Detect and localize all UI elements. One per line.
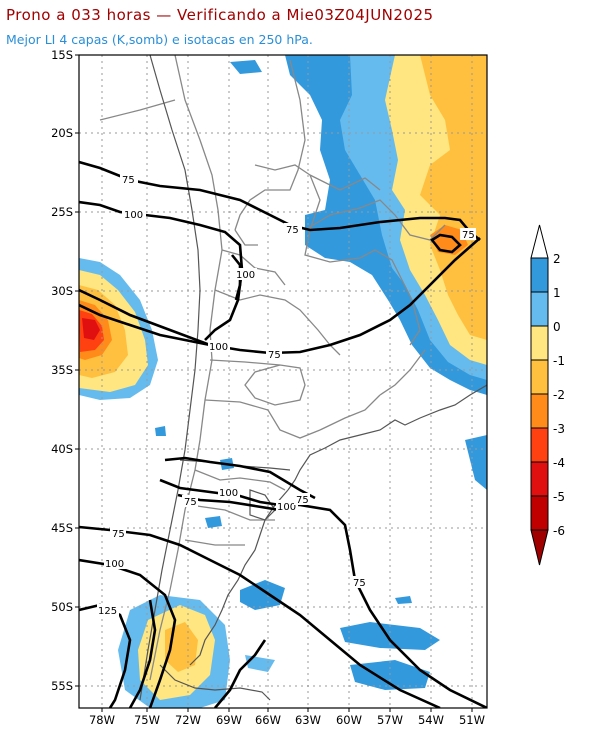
contour-label: 100 [105,559,124,570]
contour-label: 75 [462,230,475,241]
colorbar-label: -1 [553,354,565,368]
lon-tick-label: 78W [89,713,115,727]
shade-blue-south-1 [240,580,285,610]
colorbar-label: -3 [553,422,565,436]
contour-label: 75 [353,578,366,589]
lat-lon-grid [79,54,487,708]
political-borders [99,55,446,681]
shaded-li-field [79,55,487,708]
contour-label: 75 [268,350,281,361]
colorbar-bottom-arrow [530,529,549,566]
contour-label: 125 [98,606,117,617]
contour-label: 100 [219,488,238,499]
contour-label: 75 [286,225,299,236]
contour-75-south-a [164,456,316,500]
colorbar-bin [530,495,549,531]
isotach-contours [79,160,487,708]
lon-tick-label: 72W [175,713,201,727]
colorbar-label: 0 [553,320,561,334]
lon-tick-label: 51W [459,713,485,727]
lon-tick-label: 69W [216,713,242,727]
colorbar-bin [530,461,549,497]
shade-blue-small-1 [205,516,222,528]
lat-tick-label: 25S [51,205,73,219]
contour-labels: 75 100 75 75 100 100 75 75 100 100 75 75… [97,173,476,617]
lon-tick-label: 54W [418,713,444,727]
contour-100-farsouth [128,599,157,708]
colorbar-label: -2 [553,388,565,402]
contour-100-north [79,200,244,341]
lon-tick-label: 75W [134,713,160,727]
lon-tick-label: 66W [255,713,281,727]
contour-label: 75 [296,495,309,506]
lat-tick-label: 15S [51,48,73,62]
colorbar-bin [530,393,549,429]
contour-75-farsouth [214,639,267,708]
colorbar-bin [530,427,549,463]
lat-tick-label: 55S [51,679,73,693]
lon-tick-label: 57W [377,713,403,727]
contour-75-southeast [299,503,487,708]
shade-blue-small-4 [395,596,412,604]
colorbar: 2 1 0 -1 -2 -3 -4 -5 -6 [530,224,565,566]
lat-tick-label: 50S [51,600,73,614]
shade-blue-south-4 [245,655,275,672]
map-title: Prono a 033 horas — Verificando a Mie03Z… [6,6,434,24]
colorbar-label: -6 [553,524,565,538]
contour-label: 75 [184,497,197,508]
contour-label: 100 [209,342,228,353]
lat-tick-label: 45S [51,521,73,535]
contour-75-east-loop [430,233,462,254]
lon-tick-label: 60W [336,713,362,727]
contour-label: 100 [236,270,255,281]
colorbar-label: 2 [553,252,561,266]
contour-label: 75 [122,175,135,186]
contour-100-mid [79,303,211,347]
shade-blue-south-2 [340,622,440,650]
contour-label: 100 [277,502,296,513]
map-axes: 78W 75W 72W 69W 66W 63W 60W 57W 54W 51W 15S 20S 25S 3… [51,48,485,727]
colorbar-bin [530,291,549,327]
shade-blue-small-3 [155,426,166,436]
contour-75-mid [79,237,481,355]
shade-blue-east-coast [465,435,487,490]
lat-tick-label: 30S [51,284,73,298]
shade-darkred-west [82,318,100,340]
colorbar-label: -4 [553,456,565,470]
contour-75-sw [79,525,441,708]
lon-tick-label: 63W [295,713,321,727]
colorbar-top-arrow [530,224,549,259]
colorbar-bin [530,325,549,361]
lat-tick-label: 40S [51,442,73,456]
colorbar-label: 1 [553,286,561,300]
shade-orange-northeast [420,55,487,340]
contour-label: 75 [112,529,125,540]
map-frame [78,54,488,709]
colorbar-bin [530,359,549,395]
contour-label: 100 [124,210,143,221]
colorbar-label: -5 [553,490,565,504]
lat-tick-label: 20S [51,126,73,140]
map-subtitle: Mejor LI 4 capas (K,somb) e isotacas en … [6,32,313,47]
colorbar-bin [530,257,549,293]
shade-blue-small-5 [230,60,262,74]
lat-tick-label: 35S [51,363,73,377]
